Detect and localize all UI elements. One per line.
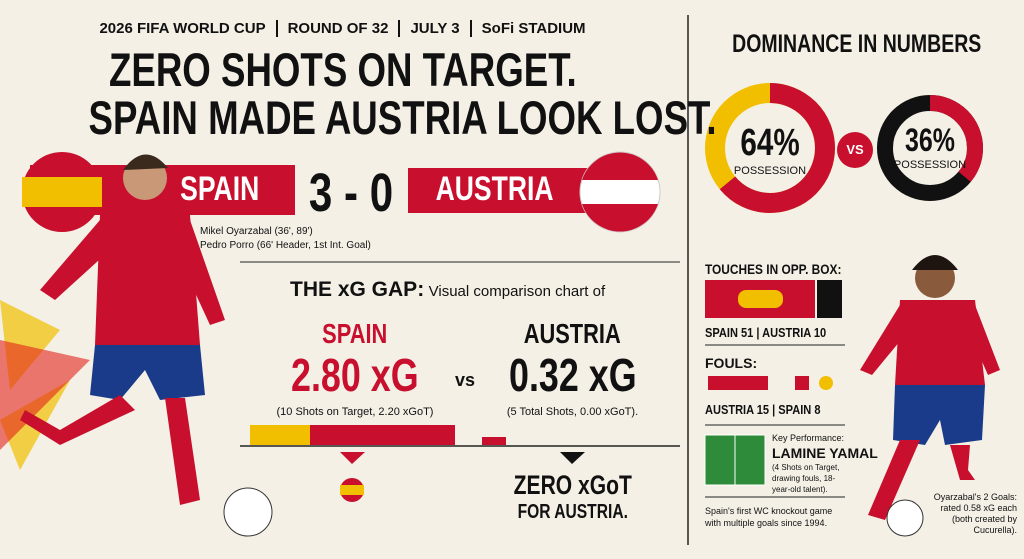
touches-summary-text: SPAIN 51 | AUSTRIA 10 [705,325,827,340]
scorer: Pedro Porro (66' Header, 1st Int. Goal) [200,240,371,251]
score-text: 3 - 0 [309,163,394,223]
note: Oyarzabal's 2 Goals: rated 0.58 xG each … [933,492,1017,535]
home-team-text: SPAIN [180,170,260,208]
fouls-summary-text: AUSTRIA 15 | SPAIN 8 [705,402,821,417]
scorers: Mikel Oyarzabal (36', 89') Pedro Porro (… [200,225,371,253]
xg-subtitle: Visual comparison chart of [428,283,606,300]
header-item: ROUND OF 32 [275,20,399,37]
xg-title: THE xG GAP: [290,278,425,301]
headline-line: ZERO SHOTS ON TARGET. [108,43,577,96]
dominance-title-text: DOMINANCE IN NUMBERS [732,30,982,58]
xg-detail: (5 Total Shots, 0.00 xGoT). [506,406,639,418]
callout-line: FOR AUSTRIA. [517,501,628,523]
player-illustration [860,255,1000,537]
fouls-summary: AUSTRIA 15 | SPAIN 8 [705,402,841,417]
possession-home: 64% POSSESSION [720,122,820,177]
team-name: SPAIN [322,318,388,349]
kp-label: Key Performance: [772,433,845,443]
header: 2026 FIFA WORLD CUP ROUND OF 32 JULY 3 S… [0,20,685,37]
spain-xg: SPAIN 2.80 xG (10 Shots on Target, 2.20 … [245,318,465,418]
touches-title-text: TOUCHES IN OPP. BOX: [705,261,842,277]
xg-heading: THE xG GAP: Visual comparison chart of [290,278,605,302]
note: Spain's first WC knockout game with mult… [705,506,833,528]
xg-detail: (10 Shots on Target, 2.20 xGoT) [276,406,434,418]
score: 3 - 0 [295,162,408,224]
vs: vs [455,370,476,390]
touches-bar [817,280,842,318]
dominance-title: DOMINANCE IN NUMBERS [690,30,1024,59]
xg-value: 0.32 xG [508,349,637,401]
header-item: JULY 3 [398,20,469,37]
spain-badge-stripe [340,485,364,495]
austria-flag-stripes [582,152,658,232]
spain-xgot-bar [250,425,310,445]
possession-arc [877,95,983,201]
pointer [340,452,365,464]
home-team: SPAIN [150,170,290,209]
away-team: AUSTRIA [410,170,580,209]
vs-text: VS [846,142,864,157]
austria-xg: AUSTRIA 0.32 xG (5 Total Shots, 0.00 xGo… [470,318,675,418]
team-name: AUSTRIA [523,318,622,349]
vs-badge [837,132,873,168]
spain-flag-stripe [22,177,102,207]
austria-xg-bar [482,437,506,445]
touches-summary: SPAIN 51 | AUSTRIA 10 [705,325,848,340]
xg-value: 2.80 xG [291,349,419,401]
possession-arc [705,83,835,213]
foul-icons [708,376,833,390]
scorer: Mikel Oyarzabal (36', 89') [200,226,313,237]
kp-detail: (4 Shots on Target, drawing fouls, 18-ye… [772,463,840,494]
spain-xg-bar [310,425,455,445]
key-performance: Key Performance: LAMINE YAMAL (4 Shots o… [772,433,878,495]
headline-line: SPAIN MADE AUSTRIA LOOK LOST. [88,91,717,144]
player-illustration [0,154,273,537]
header-item: SoFi STADIUM [469,20,596,37]
icon [738,290,783,308]
possession-caption: POSSESSION [733,165,807,177]
headline: ZERO SHOTS ON TARGET. SPAIN MADE AUSTRIA… [0,43,717,142]
callout-line: ZERO xGoT [513,470,632,500]
kp-player: LAMINE YAMAL [772,445,878,461]
fouls-title: FOULS: [705,355,758,371]
callout: ZERO xGoT FOR AUSTRIA. [480,470,665,524]
pointer [560,452,585,464]
away-team-text: AUSTRIA [436,170,554,208]
header-item: 2026 FIFA WORLD CUP [99,20,266,37]
possession-caption: POSSESSION [893,159,967,171]
touches-title: TOUCHES IN OPP. BOX: [705,261,866,277]
possession-label: 64% [740,122,800,164]
possession-away: 36% POSSESSION [885,122,975,171]
possession-label: 36% [905,122,955,158]
